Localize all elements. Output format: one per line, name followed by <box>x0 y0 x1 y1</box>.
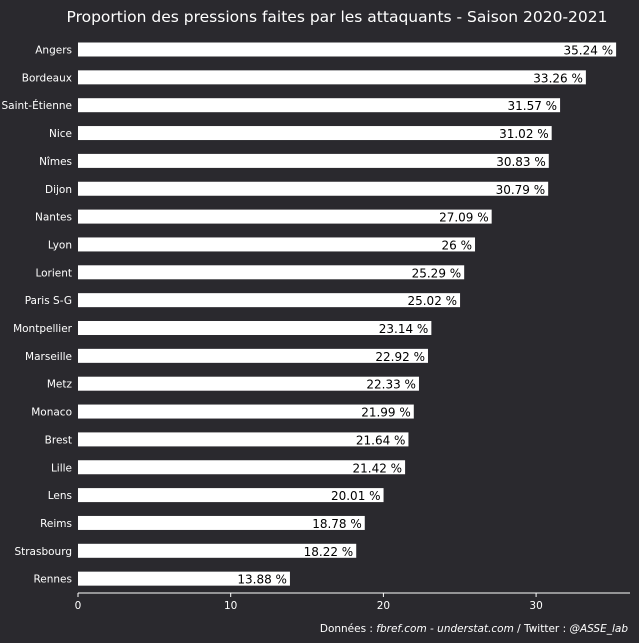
data-label-lyon: 26 % <box>442 238 473 252</box>
category-label-saint-etienne: Saint-Étienne <box>2 99 72 112</box>
category-label-rennes: Rennes <box>33 574 72 586</box>
caption-source: fbref.com - understat.com <box>376 623 514 635</box>
category-label-lens: Lens <box>48 490 72 502</box>
category-label-lorient: Lorient <box>35 267 72 279</box>
category-label-reims: Reims <box>40 518 72 530</box>
bar-angers <box>78 42 617 57</box>
data-labels: 35.24 % 33.26 % 31.57 % 31.02 % 30.83 % 30.79… <box>237 44 613 587</box>
category-label-nimes: Nîmes <box>39 156 72 168</box>
category-label-marseille: Marseille <box>25 351 72 363</box>
category-label-brest: Brest <box>45 434 72 446</box>
data-label-marseille: 22.92 % <box>375 350 425 364</box>
data-label-nimes: 30.83 % <box>496 155 546 169</box>
category-label-dijon: Dijon <box>45 184 72 196</box>
x-tick-label-10: 10 <box>224 600 237 612</box>
bar-nice <box>78 126 552 141</box>
data-label-brest: 21.64 % <box>356 433 406 447</box>
data-label-lille: 21.42 % <box>353 461 403 475</box>
category-label-metz: Metz <box>47 379 73 391</box>
data-label-metz: 22.33 % <box>366 378 416 392</box>
bar-strasbourg <box>78 543 357 558</box>
category-label-montpellier: Montpellier <box>13 323 73 335</box>
data-label-reims: 18.78 % <box>312 517 362 531</box>
data-label-bordeaux: 33.26 % <box>533 71 583 85</box>
data-label-nice: 31.02 % <box>499 127 549 141</box>
x-axis-ticks: 0 10 20 30 <box>75 593 543 612</box>
bar-lorient <box>78 265 465 280</box>
data-label-rennes: 13.88 % <box>237 573 287 587</box>
bar-lens <box>78 488 384 503</box>
data-label-lens: 20.01 % <box>331 489 381 503</box>
category-label-lille: Lille <box>51 462 72 474</box>
category-label-angers: Angers <box>35 45 72 57</box>
category-label-strasbourg: Strasbourg <box>14 546 72 558</box>
chart-title: Proportion des pressions faites par les … <box>67 8 608 26</box>
bar-brest <box>78 432 409 447</box>
bar-lille <box>78 460 406 475</box>
category-label-bordeaux: Bordeaux <box>22 72 72 84</box>
category-label-lyon: Lyon <box>48 239 72 251</box>
bar-reims <box>78 515 365 530</box>
category-label-nantes: Nantes <box>35 212 72 224</box>
bar-nimes <box>78 153 549 168</box>
caption-handle: @ASSE_lab <box>569 623 628 635</box>
bar-monaco <box>78 404 414 419</box>
x-tick-label-20: 20 <box>377 600 390 612</box>
data-label-dijon: 30.79 % <box>496 183 546 197</box>
caption: Données : fbref.com - understat.com / Tw… <box>320 623 628 635</box>
bar-dijon <box>78 181 549 196</box>
data-label-paris-s-g: 25.02 % <box>407 294 457 308</box>
category-label-monaco: Monaco <box>31 407 72 419</box>
data-label-monaco: 21.99 % <box>361 406 411 420</box>
bar-lyon <box>78 237 476 252</box>
data-label-lorient: 25.29 % <box>412 266 462 280</box>
bar-paris-s-g <box>78 293 461 308</box>
bar-nantes <box>78 209 492 224</box>
bar-marseille <box>78 348 428 363</box>
category-label-nice: Nice <box>49 128 72 140</box>
data-label-saint-etienne: 31.57 % <box>507 99 557 113</box>
bar-saint-etienne <box>78 98 561 113</box>
data-label-angers: 35.24 % <box>564 44 614 58</box>
bar-bordeaux <box>78 70 586 85</box>
x-tick-label-30: 30 <box>529 600 542 612</box>
bar-rennes <box>78 571 290 586</box>
bar-metz <box>78 376 419 391</box>
data-label-nantes: 27.09 % <box>439 211 489 225</box>
data-label-montpellier: 23.14 % <box>379 322 429 336</box>
caption-prefix: Données : <box>320 623 376 635</box>
data-label-strasbourg: 18.22 % <box>304 545 354 559</box>
category-labels: Angers Bordeaux Saint-Étienne Nice Nîmes Dijo… <box>2 45 73 586</box>
bar-montpellier <box>78 321 432 335</box>
caption-middle: / Twitter : <box>514 623 570 635</box>
x-tick-label-0: 0 <box>75 600 82 612</box>
category-label-paris-s-g: Paris S-G <box>25 295 72 307</box>
bars-group <box>78 42 617 586</box>
